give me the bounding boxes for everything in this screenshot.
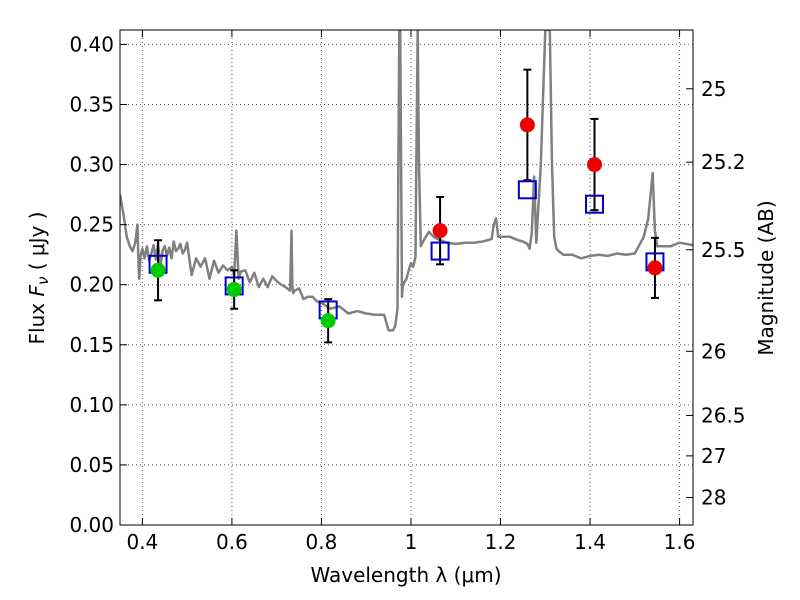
x-tick-label: 0.6 [216, 530, 248, 554]
y-tick-label: 0.20 [69, 273, 114, 297]
y-tick-label: 0.35 [69, 92, 114, 116]
optical-point [150, 262, 166, 278]
y-axis-label-suffix: ( μJy ) [25, 212, 49, 277]
ticks: 0.4 0.6 0.8 1 1.2 1.4 1.6 0.00 0.05 0.10 0.15 0.20 0… [69, 30, 746, 554]
nir-point [587, 157, 603, 173]
y-tick-label: 0.25 [69, 213, 114, 237]
model-spectrum-line [120, 30, 693, 332]
x-tick-label: 0.8 [306, 530, 338, 554]
y-tick-label: 0.30 [69, 153, 114, 177]
optical-point [320, 313, 336, 329]
y-tick-label: 0.10 [69, 393, 114, 417]
nir-point [519, 117, 535, 133]
x-tick-label: 1 [405, 530, 418, 554]
x-tick-label: 1.2 [485, 530, 517, 554]
x-axis-label: Wavelength λ (μm) [310, 563, 501, 587]
y2-axis-label: Magnitude (AB) [754, 200, 778, 355]
nir-point [647, 260, 663, 276]
y2-tick-label: 27 [701, 444, 726, 468]
x-tick-label: 0.4 [126, 530, 158, 554]
y-axis-label-prefix: Flux [25, 297, 49, 345]
x-tick-label: 1.4 [574, 530, 606, 554]
y-tick-label: 0.00 [69, 513, 114, 537]
series-layer [120, 30, 693, 332]
model-photometry-square [517, 180, 537, 200]
y-axis-label-subscript: ν [34, 277, 52, 285]
y-axis-label: Flux Fν ( μJy ) [25, 212, 52, 345]
model-photometry-square [430, 241, 450, 261]
y-tick-label: 0.40 [69, 32, 114, 56]
plot-frame [119, 29, 694, 526]
model-photometry-square [585, 194, 605, 214]
nir-point [432, 223, 448, 239]
optical-point [226, 282, 242, 298]
y2-tick-label: 25.2 [701, 150, 746, 174]
y2-tick-label: 25.5 [701, 238, 746, 262]
y2-tick-label: 25 [701, 77, 726, 101]
y-axis-label-symbol: F [25, 285, 49, 297]
y2-tick-label: 26.5 [701, 403, 746, 427]
y2-tick-label: 28 [701, 485, 726, 509]
y-tick-label: 0.05 [69, 453, 114, 477]
x-tick-label: 1.6 [664, 530, 696, 554]
grid [120, 30, 693, 526]
y-tick-label: 0.15 [69, 333, 114, 357]
y2-tick-label: 26 [701, 339, 726, 363]
markers-layer [148, 68, 665, 344]
